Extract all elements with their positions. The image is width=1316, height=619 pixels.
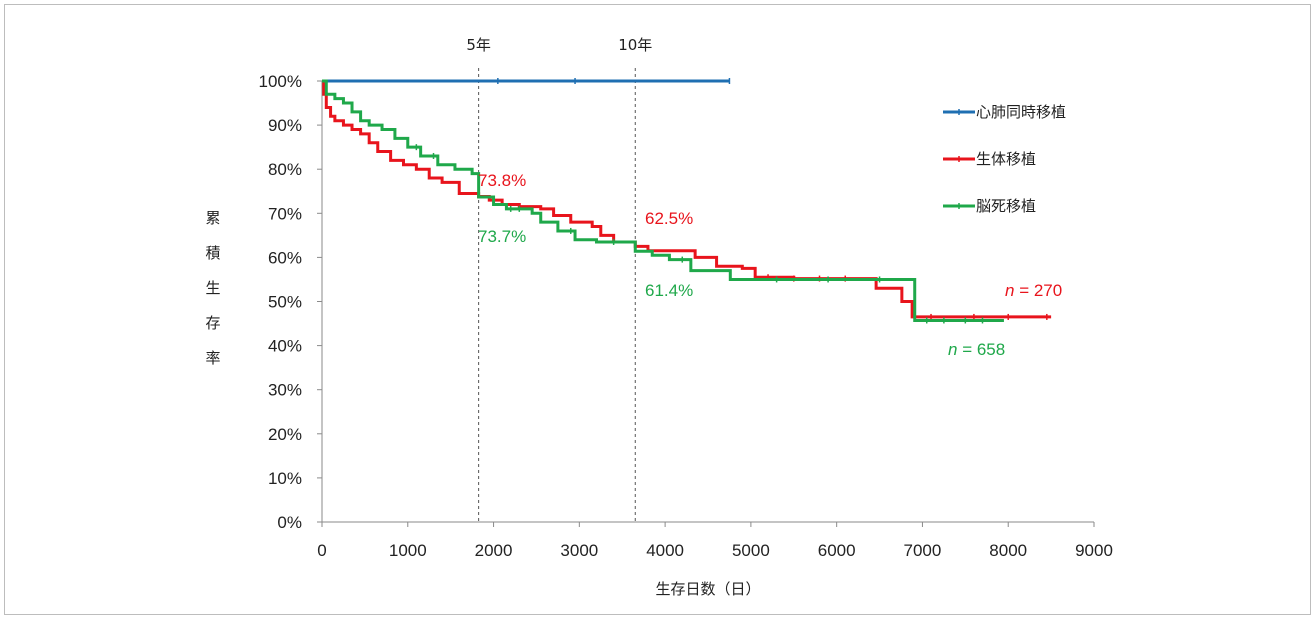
legend-entry: 心肺同時移植 [976,103,1066,121]
x-tick-label: 0 [317,541,326,560]
y-tick-label: 30% [268,381,302,400]
series-layer [322,78,1052,324]
chart-frame [4,4,1311,615]
annotation-label: n = 658 [948,340,1005,359]
reference-lines: 5年 10年 [466,36,652,522]
x-tick-label: 1000 [389,541,427,560]
series-line [322,79,1004,322]
x-tick-label: 5000 [732,541,770,560]
annotations: 73.8% 73.7% 62.5% 61.4% n = 270 n = 658 [478,171,1062,359]
y-axis-label-char: 積 [205,244,220,262]
x-tick-label: 3000 [560,541,598,560]
x-axis-label: 生存日数（日） [655,580,760,598]
x-tick-label: 2000 [475,541,513,560]
y-tick-label: 70% [268,204,302,223]
annotation-label: n = 270 [1005,281,1062,300]
y-tick-label: 0% [277,513,302,532]
y-tick-label: 20% [268,425,302,444]
annotation-label: 73.7% [478,227,526,246]
y-axis-label-char: 生 [205,279,220,297]
axes: 0% 10% 20% 30% 40% 50% 60% 70% 80% 90% 100% 0 1000 20… [259,72,1113,560]
x-tick-label: 4000 [646,541,684,560]
annotation-label: 61.4% [645,281,693,300]
y-tick-label: 90% [268,116,302,135]
x-tick-label: 7000 [904,541,942,560]
legend-entry: 脳死移植 [976,197,1036,215]
y-tick-label: 40% [268,337,302,356]
legend-entry: 生体移植 [976,150,1036,168]
y-axis-label-char: 率 [205,349,220,367]
x-tick-label: 9000 [1075,541,1113,560]
x-tick-label: 8000 [989,541,1027,560]
y-tick-label: 60% [268,248,302,267]
x-tick-label: 6000 [818,541,856,560]
y-tick-label: 10% [268,469,302,488]
reference-line-label: 10年 [618,36,652,54]
reference-line-label: 5年 [466,36,491,54]
y-axis-label-char: 累 [205,209,220,227]
y-axis-label-char: 存 [205,314,220,332]
y-tick-label: 50% [268,293,302,312]
y-tick-label: 100% [259,72,302,91]
series-line [322,79,1052,319]
annotation-label: 73.8% [478,171,526,190]
y-tick-label: 80% [268,160,302,179]
annotation-label: 62.5% [645,209,693,228]
